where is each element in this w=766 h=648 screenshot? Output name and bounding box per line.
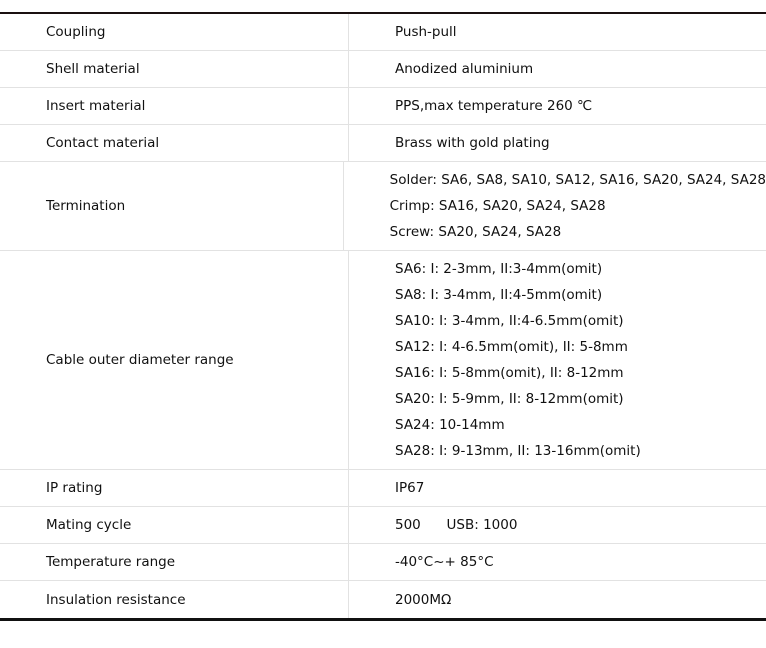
table-row: Coupling Push-pull — [0, 14, 766, 51]
spec-value: Brass with gold plating — [349, 125, 766, 161]
spec-value-line: 500 USB: 1000 — [395, 517, 518, 533]
spec-value: 2000MΩ — [349, 581, 766, 618]
spec-value-line: SA24: 10-14mm — [395, 417, 505, 433]
spec-value-line: Solder: SA6, SA8, SA10, SA12, SA16, SA20… — [389, 172, 766, 188]
spec-value-line: SA16: I: 5-8mm(omit), II: 8-12mm — [395, 365, 624, 381]
table-row: Cable outer diameter range SA6: I: 2-3mm,… — [0, 251, 766, 470]
spec-value-line: Brass with gold plating — [395, 135, 550, 151]
spec-value: 500 USB: 1000 — [349, 507, 766, 543]
spec-value: Solder: SA6, SA8, SA10, SA12, SA16, SA20… — [344, 162, 766, 250]
spec-value: -40°C~+ 85°C — [349, 544, 766, 580]
table-row: IP rating IP67 — [0, 470, 766, 507]
table-row: Shell material Anodized aluminium — [0, 51, 766, 88]
spec-table: Coupling Push-pull Shell material Anodized … — [0, 12, 766, 621]
spec-value: Anodized aluminium — [349, 51, 766, 87]
spec-label: Mating cycle — [0, 507, 349, 543]
spec-value: Push-pull — [349, 14, 766, 50]
table-row: Insert material PPS,max temperature 260 ℃ — [0, 88, 766, 125]
table-row: Mating cycle 500 USB: 1000 — [0, 507, 766, 544]
spec-value-line: Crimp: SA16, SA20, SA24, SA28 — [389, 198, 606, 214]
table-row: Insulation resistance 2000MΩ — [0, 581, 766, 618]
spec-label: Temperature range — [0, 544, 349, 580]
spec-label: Coupling — [0, 14, 349, 50]
spec-value-line: -40°C~+ 85°C — [395, 554, 494, 570]
spec-value-line: Screw: SA20, SA24, SA28 — [389, 224, 562, 240]
spec-value-line: SA12: I: 4-6.5mm(omit), II: 5-8mm — [395, 339, 628, 355]
spec-label: Insert material — [0, 88, 349, 124]
spec-label: Cable outer diameter range — [0, 251, 349, 469]
spec-value-line: SA8: I: 3-4mm, II:4-5mm(omit) — [395, 287, 603, 303]
table-row: Termination Solder: SA6, SA8, SA10, SA12,… — [0, 162, 766, 251]
spec-value-line: SA28: I: 9-13mm, II: 13-16mm(omit) — [395, 443, 641, 459]
spec-value-line: Push-pull — [395, 24, 457, 40]
spec-value-line: SA10: I: 3-4mm, II:4-6.5mm(omit) — [395, 313, 624, 329]
spec-label: Shell material — [0, 51, 349, 87]
spec-value: IP67 — [349, 470, 766, 506]
spec-value-line: PPS,max temperature 260 ℃ — [395, 98, 593, 114]
spec-label: Termination — [0, 162, 344, 250]
table-row: Temperature range -40°C~+ 85°C — [0, 544, 766, 581]
table-row: Contact material Brass with gold plating — [0, 125, 766, 162]
spec-label: IP rating — [0, 470, 349, 506]
spec-value: PPS,max temperature 260 ℃ — [349, 88, 766, 124]
spec-value: SA6: I: 2-3mm, II:3-4mm(omit) SA8: I: 3-4… — [349, 251, 766, 469]
spec-label: Contact material — [0, 125, 349, 161]
spec-value-line: 2000MΩ — [395, 591, 452, 608]
spec-value-line: SA6: I: 2-3mm, II:3-4mm(omit) — [395, 261, 603, 277]
spec-value-line: IP67 — [395, 480, 425, 496]
spec-value-line: Anodized aluminium — [395, 61, 534, 77]
spec-value-line: SA20: I: 5-9mm, II: 8-12mm(omit) — [395, 391, 624, 407]
spec-label: Insulation resistance — [0, 581, 349, 618]
